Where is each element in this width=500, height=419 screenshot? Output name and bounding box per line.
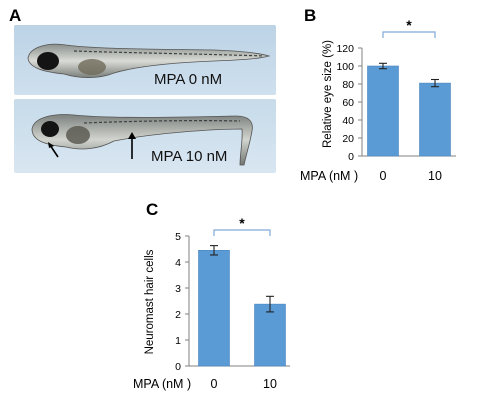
y-tick-label: 4 bbox=[175, 257, 181, 269]
y-tick-label: 5 bbox=[175, 231, 181, 243]
y-axis-label: Neuromast hair cells bbox=[144, 249, 156, 354]
larva-photo-treated bbox=[14, 99, 276, 173]
significance-star: * bbox=[406, 17, 412, 33]
y-tick-label: 120 bbox=[336, 43, 354, 55]
category-label-10: 10 bbox=[428, 169, 442, 183]
significance-bracket bbox=[213, 229, 271, 236]
y-tick-label: 0 bbox=[348, 151, 354, 163]
bar-0 bbox=[367, 65, 399, 157]
y-tick-label: 60 bbox=[342, 97, 354, 109]
panel-label-c: C bbox=[146, 200, 159, 219]
significance-bracket bbox=[382, 31, 436, 38]
bar-10 bbox=[254, 303, 286, 367]
y-tick-label: 80 bbox=[342, 79, 354, 91]
chart-hair-cells: Neuromast hair cells MPA (nM ) 0 1 2 3 4 5 0 10 * bbox=[133, 215, 290, 391]
y-axis-label: Relative eye size (%) bbox=[322, 40, 334, 148]
larva-photo-control bbox=[14, 25, 276, 95]
y-tick-label: 1 bbox=[175, 335, 181, 347]
category-label-10: 10 bbox=[263, 377, 277, 391]
bar-10 bbox=[419, 82, 451, 157]
category-label-0: 0 bbox=[211, 377, 218, 391]
panel-label-a: A bbox=[9, 6, 22, 25]
panel-label-b: B bbox=[304, 6, 317, 25]
y-tick-label: 20 bbox=[342, 133, 354, 145]
x-axis-label: MPA (nM ) bbox=[300, 169, 358, 183]
y-tick-label: 0 bbox=[175, 361, 181, 373]
category-label-0: 0 bbox=[380, 169, 387, 183]
y-tick-label: 2 bbox=[175, 309, 181, 321]
photo-label-control: MPA 0 nM bbox=[154, 71, 223, 88]
y-tick-label: 3 bbox=[175, 283, 181, 295]
y-tick-label: 40 bbox=[342, 115, 354, 127]
chart-eye-size: Relative eye size (%) MPA (nM ) 0 20 40 60 80 1… bbox=[300, 17, 456, 183]
x-axis-label: MPA (nM ) bbox=[133, 377, 191, 391]
photo-label-treated: MPA 10 nM bbox=[151, 148, 228, 165]
significance-star: * bbox=[239, 215, 245, 231]
bar-0 bbox=[198, 250, 230, 367]
y-tick-label: 100 bbox=[336, 61, 354, 73]
